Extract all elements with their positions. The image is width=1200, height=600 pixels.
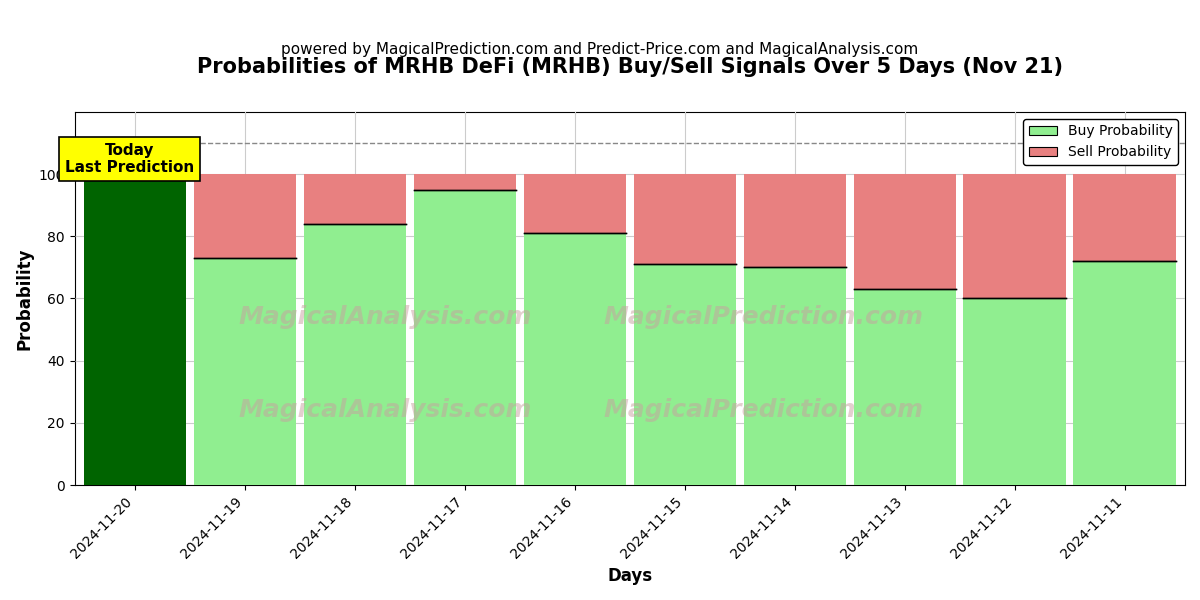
Text: Today
Last Prediction: Today Last Prediction [65, 143, 194, 175]
Y-axis label: Probability: Probability [16, 247, 34, 350]
Bar [304, 224, 406, 485]
Bar [744, 268, 846, 485]
Bar [1074, 174, 1176, 261]
Bar [304, 174, 406, 224]
Bar [964, 298, 1066, 485]
Bar [1074, 261, 1176, 485]
Bar [744, 174, 846, 268]
Text: MagicalPrediction.com: MagicalPrediction.com [604, 398, 923, 422]
Bar [304, 174, 406, 224]
Text: MagicalPrediction.com: MagicalPrediction.com [604, 305, 923, 329]
Bar [964, 174, 1066, 298]
Bar [744, 268, 846, 485]
Bar [523, 174, 626, 233]
Bar [194, 258, 296, 485]
Bar [84, 174, 186, 485]
Bar [1074, 174, 1176, 261]
Bar [1074, 261, 1176, 485]
Bar [84, 174, 186, 485]
Bar [853, 289, 955, 485]
Bar [304, 224, 406, 485]
Bar [523, 174, 626, 233]
Text: MagicalAnalysis.com: MagicalAnalysis.com [239, 305, 533, 329]
Bar [194, 174, 296, 258]
Bar [634, 264, 736, 485]
Bar [964, 298, 1066, 485]
Text: powered by MagicalPrediction.com and Predict-Price.com and MagicalAnalysis.com: powered by MagicalPrediction.com and Pre… [281, 41, 919, 56]
Bar [194, 258, 296, 485]
Bar [853, 289, 955, 485]
Bar [744, 174, 846, 268]
Legend: Buy Probability, Sell Probability: Buy Probability, Sell Probability [1024, 119, 1178, 165]
Bar [634, 174, 736, 264]
Bar [414, 174, 516, 190]
Bar [523, 233, 626, 485]
Bar [853, 174, 955, 289]
Text: MagicalAnalysis.com: MagicalAnalysis.com [239, 398, 533, 422]
Bar [853, 174, 955, 289]
Title: Probabilities of MRHB DeFi (MRHB) Buy/Sell Signals Over 5 Days (Nov 21): Probabilities of MRHB DeFi (MRHB) Buy/Se… [197, 57, 1063, 77]
Bar [414, 190, 516, 485]
Bar [194, 174, 296, 258]
Bar [634, 174, 736, 264]
X-axis label: Days: Days [607, 567, 653, 585]
Bar [523, 233, 626, 485]
Bar [414, 174, 516, 190]
Bar [634, 264, 736, 485]
Bar [414, 190, 516, 485]
Bar [964, 174, 1066, 298]
